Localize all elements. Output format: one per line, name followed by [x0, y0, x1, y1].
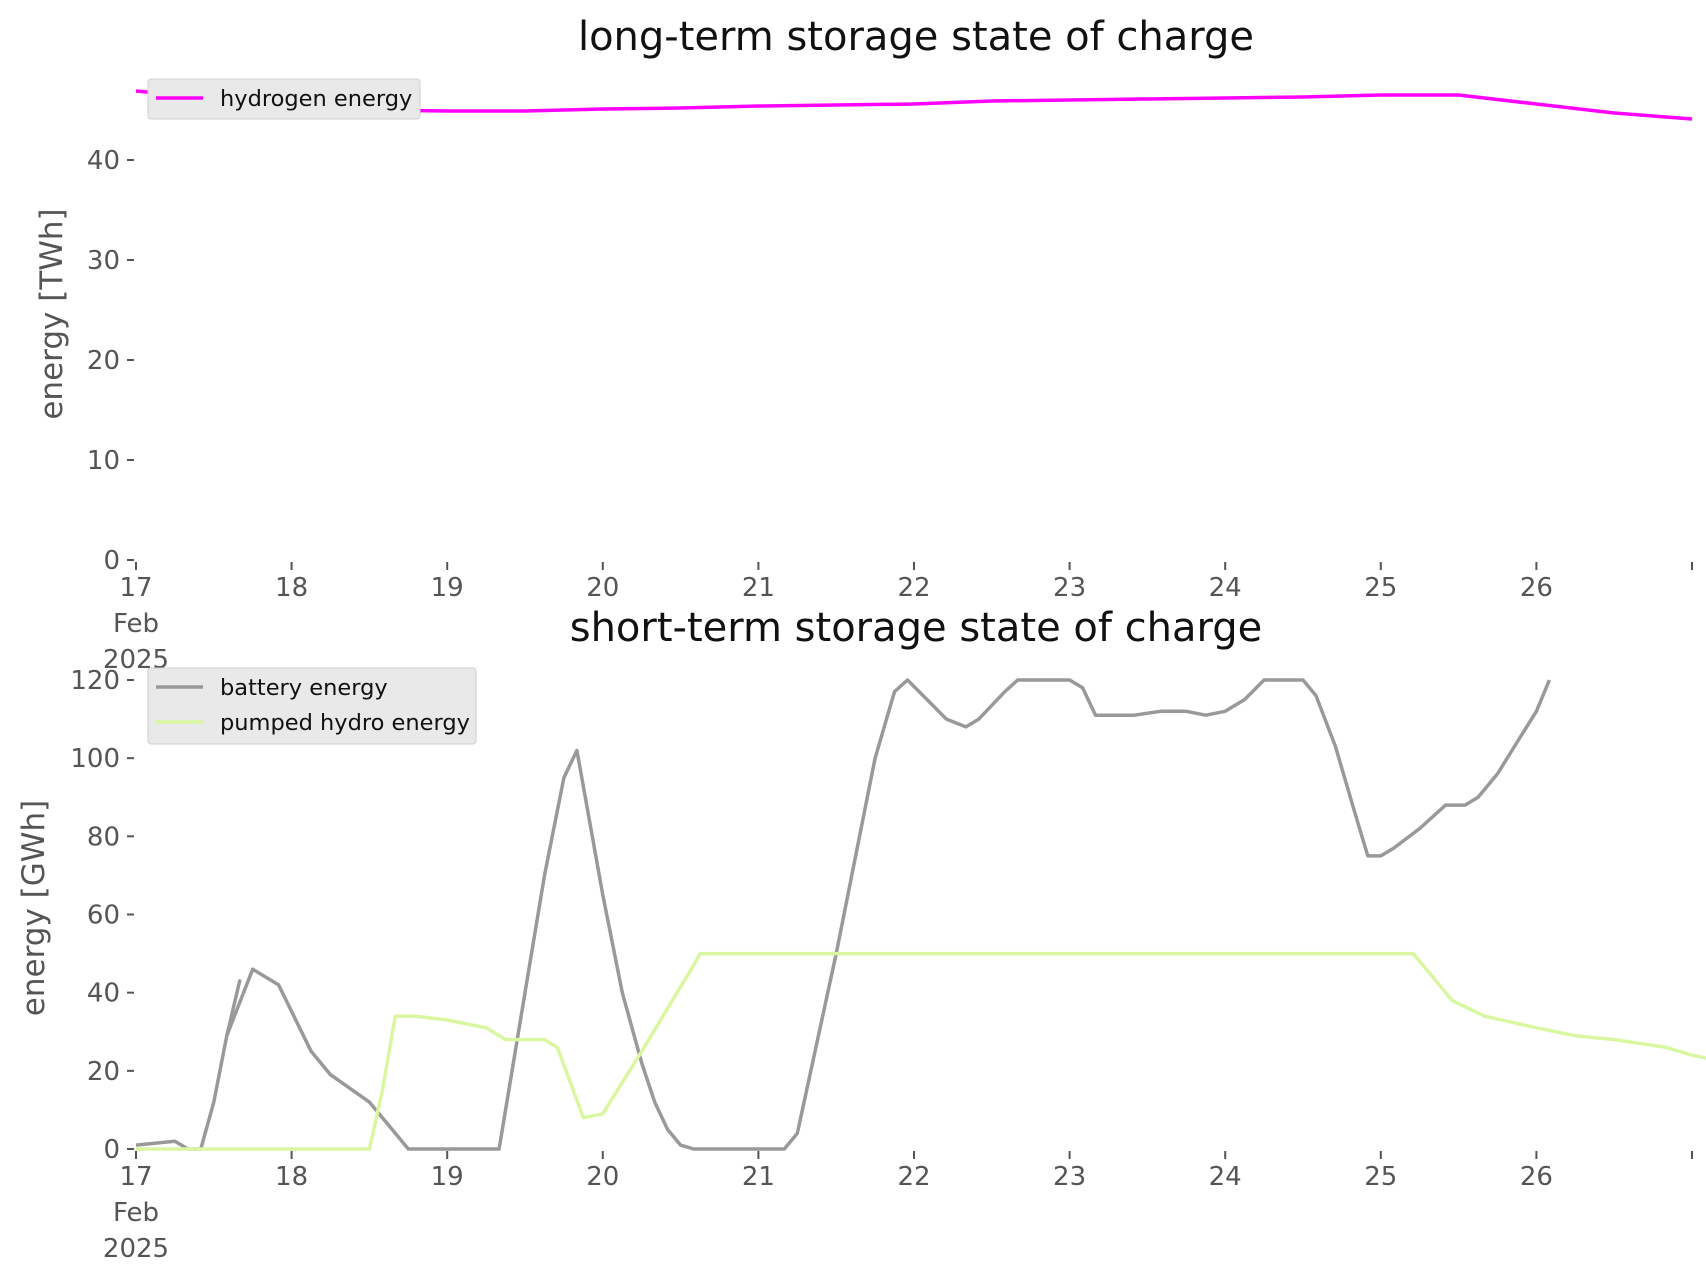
- x-tick-label: 23: [1053, 573, 1086, 603]
- x-tick-label: 23: [1053, 1162, 1086, 1192]
- hydrogen-chart-panel: long-term storage state of charge energy…: [34, 14, 1693, 675]
- y-tick-label: 120: [70, 666, 120, 696]
- x-tick-label: 18: [275, 573, 308, 603]
- y-tick-label: 0: [103, 546, 120, 576]
- hydrogen-y-axis-label: energy [TWh]: [34, 208, 70, 419]
- x-tick-label: 22: [897, 1162, 930, 1192]
- legend-label-pumped-hydro: pumped hydro energy: [220, 710, 470, 736]
- x-tick-label: 21: [742, 573, 775, 603]
- series-line-pumped-hydro-energy: [136, 951, 1706, 1151]
- hydrogen-legend: hydrogen energy: [147, 78, 421, 120]
- x-tick-label: 22: [897, 573, 930, 603]
- y-tick-label: 60: [87, 901, 120, 931]
- short-term-chart-title: short-term storage state of charge: [570, 605, 1263, 651]
- legend-box: [147, 667, 477, 745]
- x-tick-label: 24: [1209, 573, 1242, 603]
- x-tick-label: 19: [431, 573, 464, 603]
- y-tick-label: 0: [103, 1135, 120, 1165]
- y-tick-label: 40: [87, 979, 120, 1009]
- x-tick-label: 26: [1520, 573, 1553, 603]
- x-tick-label: 20: [586, 573, 619, 603]
- x-tick-label: 17: [119, 573, 152, 603]
- y-tick-label: 30: [87, 246, 120, 276]
- hydrogen-chart-title: long-term storage state of charge: [578, 14, 1254, 60]
- legend-label-battery: battery energy: [220, 675, 388, 701]
- y-tick-label: 20: [87, 346, 120, 376]
- x-tick-label: 2025: [103, 1234, 169, 1264]
- x-tick-label: 21: [742, 1162, 775, 1192]
- x-tick-label: 25: [1364, 1162, 1397, 1192]
- x-tick-label: Feb: [113, 609, 159, 639]
- y-tick-label: 100: [70, 744, 120, 774]
- y-tick-label: 20: [87, 1057, 120, 1087]
- y-tick-label: 10: [87, 446, 120, 476]
- x-tick-label: 24: [1209, 1162, 1242, 1192]
- legend-box: [147, 78, 421, 120]
- battery-chart-panel: short-term storage state of charge energ…: [16, 605, 1706, 1264]
- series-line-battery-energy: [135, 678, 1552, 1151]
- short-term-legend: battery energy pumped hydro energy: [147, 667, 477, 745]
- legend-label-hydrogen: hydrogen energy: [220, 86, 412, 112]
- y-tick-label: 40: [87, 146, 120, 176]
- x-tick-label: 17: [119, 1162, 152, 1192]
- x-tick-label: 25: [1364, 573, 1397, 603]
- x-tick-label: 26: [1520, 1162, 1553, 1192]
- y-tick-label: 80: [87, 822, 120, 852]
- x-tick-label: 19: [431, 1162, 464, 1192]
- x-tick-label: 20: [586, 1162, 619, 1192]
- short-term-y-axis-label: energy [GWh]: [16, 800, 52, 1016]
- x-tick-label: Feb: [113, 1198, 159, 1228]
- x-tick-label: 18: [275, 1162, 308, 1192]
